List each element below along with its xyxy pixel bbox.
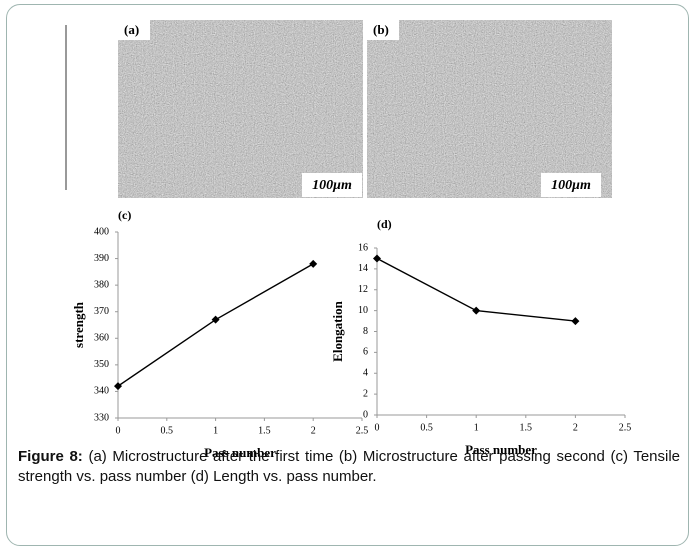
x-tick-label: 1 — [474, 422, 479, 433]
x-tick-label: 0 — [375, 422, 380, 433]
panel-label: (c) — [118, 208, 131, 222]
caption-label: Figure 8: — [18, 448, 83, 465]
y-axis-label: strength — [71, 301, 86, 348]
y-tick-label: 12 — [358, 284, 368, 295]
y-tick-label: 14 — [358, 263, 368, 274]
x-tick-label: 1 — [213, 425, 218, 436]
figure-frame — [6, 4, 689, 546]
data-point — [571, 317, 580, 326]
x-axis-label: Pass number — [465, 442, 537, 457]
y-tick-label: 330 — [94, 412, 109, 423]
scale-label: 100μm — [312, 178, 352, 193]
label-box — [118, 20, 150, 40]
y-tick-label: 340 — [94, 386, 109, 397]
data-point — [472, 306, 481, 315]
y-tick-label: 10 — [358, 305, 368, 316]
x-tick-label: 2 — [573, 422, 578, 433]
y-tick-label: 400 — [94, 226, 109, 237]
x-tick-label: 0 — [116, 425, 121, 436]
y-tick-label: 6 — [363, 347, 368, 358]
scale-label: 100μm — [551, 178, 591, 193]
x-tick-label: 1.5 — [520, 422, 533, 433]
micrograph-a — [118, 20, 363, 198]
x-tick-label: 2.5 — [356, 425, 369, 436]
y-tick-label: 8 — [363, 326, 368, 337]
data-point — [373, 254, 381, 263]
x-tick-label: 2.5 — [619, 422, 632, 433]
data-point — [114, 382, 122, 391]
scale-box — [302, 173, 362, 197]
x-tick-label: 0.5 — [161, 425, 174, 436]
y-tick-label: 390 — [94, 253, 109, 264]
panel-label: (a) — [124, 22, 139, 37]
y-tick-label: 16 — [358, 242, 368, 253]
panel-label: (d) — [377, 217, 392, 231]
y-tick-label: 2 — [363, 388, 368, 399]
data-point — [211, 315, 220, 324]
scale-box — [541, 173, 601, 197]
y-tick-label: 0 — [363, 409, 368, 420]
panel-label: (b) — [373, 22, 389, 37]
y-tick-label: 370 — [94, 306, 109, 317]
x-tick-label: 1.5 — [258, 425, 271, 436]
data-line — [117, 263, 314, 387]
data-point — [309, 259, 318, 268]
y-tick-label: 380 — [94, 279, 109, 290]
x-tick-label: 2 — [311, 425, 316, 436]
micrograph-b — [367, 20, 612, 198]
y-axis-label: Elongation — [330, 300, 345, 361]
caption-text: (a) Microstructure after the first time … — [18, 448, 681, 485]
caption: Figure 8: (a) Microstructure after the f… — [18, 447, 680, 487]
x-tick-label: 0.5 — [420, 422, 433, 433]
y-tick-label: 360 — [94, 333, 109, 344]
y-tick-label: 350 — [94, 359, 109, 370]
label-box — [367, 20, 399, 40]
y-tick-label: 4 — [363, 368, 368, 379]
x-axis-label: Pass number — [204, 445, 276, 460]
